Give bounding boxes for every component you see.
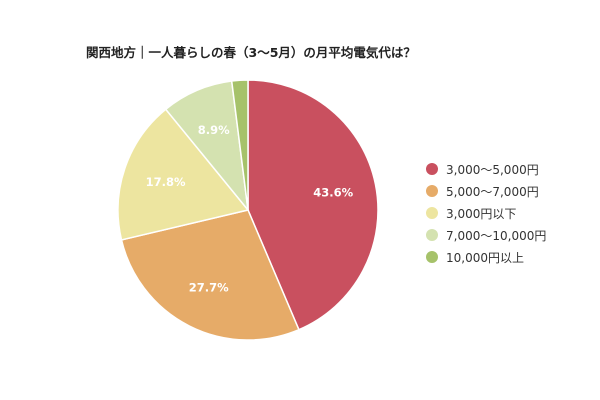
legend-label: 3,000〜5,000円 [446,162,539,177]
pie-slice-2 [120,209,300,341]
legend-label: 10,000円以上 [446,250,524,265]
pie-slice-1 [247,79,379,331]
chart-title: 関西地方｜一人暮らしの春（3〜5月）の月平均電気代は？ [86,45,416,60]
legend-item: 10,000円以上 [426,246,546,268]
legend-label: 7,000〜10,000円 [446,228,547,243]
legend-swatch [426,251,438,263]
legend-item: 3,000〜5,000円 [426,158,546,180]
legend-swatch [426,207,438,219]
slice-value-label: 43.6% [313,186,353,200]
legend-item: 7,000〜10,000円 [426,224,546,246]
legend-label: 3,000円以下 [446,206,517,221]
legend: 3,000〜5,000円 5,000〜7,000円 3,000円以下 7,000〜10… [426,158,546,268]
slice-value-label: 17.8% [146,175,186,189]
slice-value-label: 8.9% [198,123,230,137]
slice-value-label: 27.7% [189,281,229,295]
legend-swatch [426,229,438,241]
pie-slice-3 [117,108,250,241]
pie-slice-5 [230,79,249,211]
legend-label: 5,000〜7,000円 [446,184,539,199]
legend-item: 3,000円以下 [426,202,546,224]
legend-swatch [426,163,438,175]
legend-item: 5,000〜7,000円 [426,180,546,202]
legend-swatch [426,185,438,197]
